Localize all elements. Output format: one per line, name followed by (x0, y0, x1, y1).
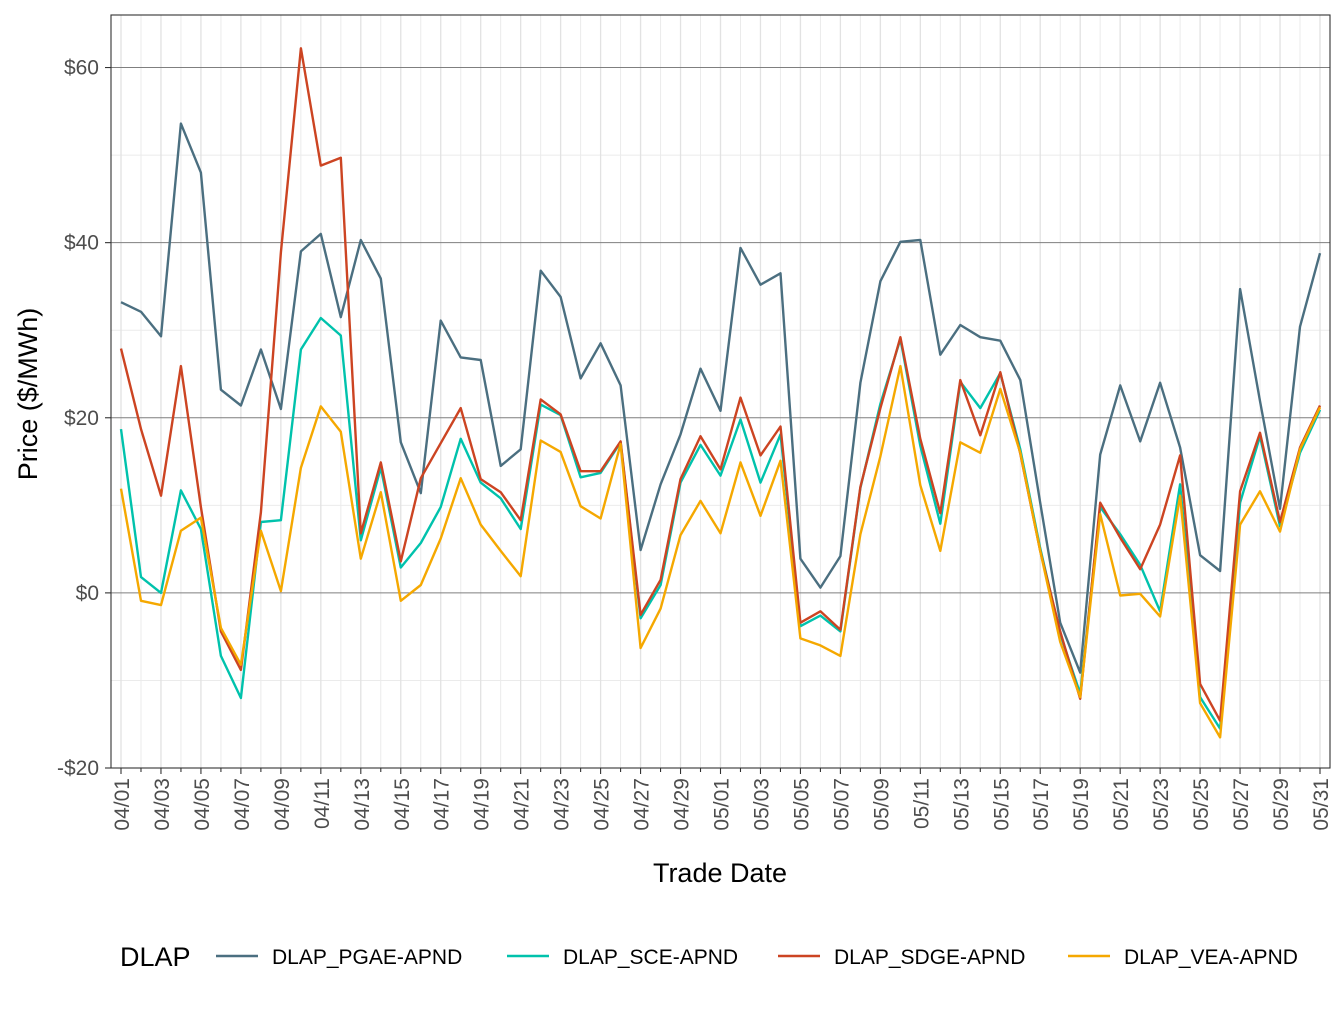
x-tick-label: 04/27 (631, 778, 654, 831)
x-tick-label: 04/17 (431, 778, 454, 831)
legend-label: DLAP_PGAE-APND (272, 946, 462, 969)
series-line-1 (120, 122, 1322, 674)
x-tick-label: 05/11 (910, 778, 933, 829)
y-tick-label: $20 (64, 407, 99, 430)
legend-label: DLAP_VEA-APND (1124, 946, 1298, 969)
x-tick-label: 05/29 (1270, 778, 1293, 831)
x-tick-label: 05/15 (990, 778, 1013, 831)
x-tick-label: 05/07 (830, 778, 853, 831)
x-tick-label: 05/21 (1110, 778, 1133, 831)
x-tick-label: 04/07 (231, 778, 254, 831)
x-axis-title: Trade Date (653, 858, 787, 888)
legend-label: DLAP_SDGE-APND (834, 946, 1025, 969)
x-tick-label: 04/15 (391, 778, 414, 831)
x-tick-label: 05/23 (1150, 778, 1173, 831)
legend: DLAP DLAP_PGAE-APND DLAP_SCE-APND DLAP_SDG… (120, 942, 1298, 972)
y-axis: -$20 $0 $20 $40 $60 (57, 57, 111, 780)
series-lines (119, 47, 1322, 739)
x-tick-label: 05/31 (1310, 778, 1333, 831)
x-tick-label: 05/25 (1190, 778, 1213, 831)
x-tick-label: 05/03 (750, 778, 773, 831)
x-axis: 04/01 04/03 04/05 04/07 04/09 04/11 04/13 04/15… (111, 768, 1333, 831)
x-tick-label: 04/25 (591, 778, 614, 831)
major-gridlines (111, 15, 1330, 769)
x-tick-label: 05/27 (1230, 778, 1253, 831)
x-tick-label: 04/19 (471, 778, 494, 831)
x-tick-label: 04/01 (111, 778, 134, 831)
x-tick-label: 04/29 (671, 778, 694, 831)
x-tick-label: 04/03 (151, 778, 174, 831)
series-line-2 (119, 316, 1322, 730)
legend-title: DLAP (120, 942, 191, 972)
x-tick-label: 05/19 (1070, 778, 1093, 831)
y-tick-label: $60 (64, 57, 99, 80)
x-tick-label: 04/21 (511, 778, 534, 831)
y-tick-label: $0 (76, 582, 99, 605)
series-line-4 (119, 364, 1322, 739)
y-axis-title: Price ($/MWh) (13, 308, 43, 481)
x-tick-label: 04/23 (551, 778, 574, 831)
x-tick-label: 04/05 (191, 778, 214, 831)
x-tick-label: 05/17 (1030, 778, 1053, 831)
x-tick-label: 04/09 (271, 778, 294, 831)
x-tick-label: 05/05 (790, 778, 813, 831)
legend-label: DLAP_SCE-APND (563, 946, 738, 969)
x-tick-label: 05/09 (870, 778, 893, 831)
x-tick-label: 05/13 (950, 778, 973, 831)
series-line-3 (119, 47, 1322, 722)
y-tick-label: $40 (64, 232, 99, 255)
x-tick-label: 05/01 (711, 778, 734, 831)
x-tick-label: 04/11 (311, 778, 334, 829)
y-tick-label: -$20 (57, 757, 99, 780)
x-tick-label: 04/13 (351, 778, 374, 831)
